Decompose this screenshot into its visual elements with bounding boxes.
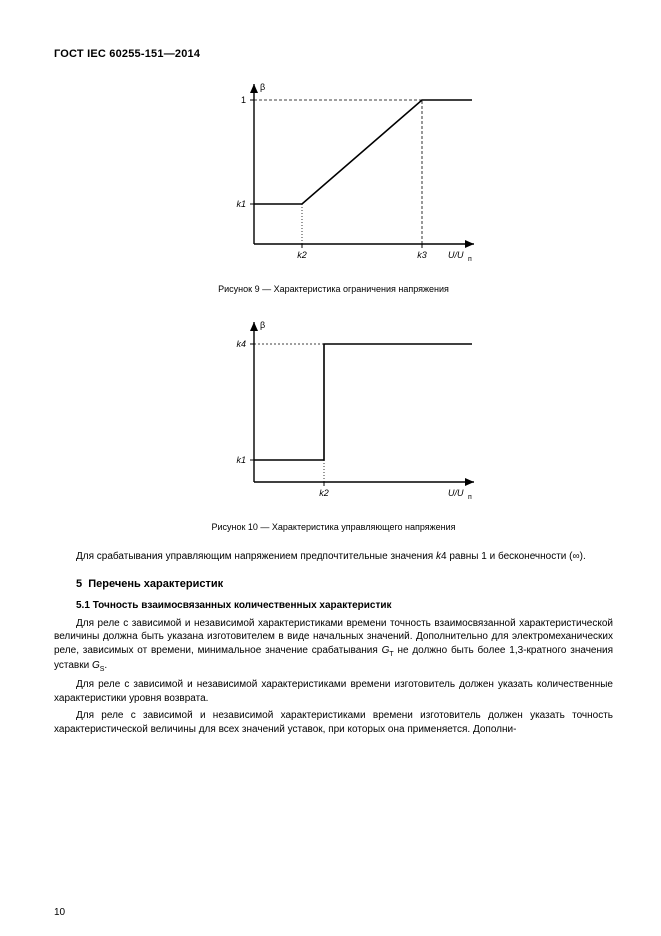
- svg-text:1: 1: [240, 95, 245, 105]
- figure-9-chart: 1 k1 k2 k3 β U/U п: [184, 74, 484, 274]
- document-header: ГОСТ IEC 60255-151—2014: [54, 48, 613, 60]
- paragraph-5-1-a: Для реле с зависимой и независимой харак…: [54, 617, 613, 675]
- svg-text:β: β: [260, 82, 265, 92]
- paragraph-5-1-b: Для реле с зависимой и независимой харак…: [54, 678, 613, 705]
- figure-10: k4 k1 k2 β U/U п: [54, 312, 613, 512]
- svg-text:k2: k2: [297, 250, 307, 260]
- svg-text:k1: k1: [236, 455, 246, 465]
- svg-text:k3: k3: [417, 250, 427, 260]
- section-5-heading: 5 Перечень характеристик: [76, 578, 613, 590]
- page: ГОСТ IEC 60255-151—2014 1 k1 k2 k3 β U/U п Рис…: [0, 0, 661, 936]
- svg-text:β: β: [260, 320, 265, 330]
- svg-text:п: п: [468, 494, 472, 501]
- figure-9-caption: Рисунок 9 — Характеристика ограничения н…: [54, 284, 613, 294]
- section-number: 5: [76, 578, 82, 590]
- figure-10-caption: Рисунок 10 — Характеристика управляющего…: [54, 522, 613, 532]
- text-run-italic: G: [92, 660, 100, 671]
- svg-text:k1: k1: [236, 199, 246, 209]
- text-run: .: [104, 660, 107, 671]
- paragraph-k4-note: Для срабатывания управляющим напряжением…: [54, 550, 613, 564]
- subsection-title: Точность взаимосвязанных количественных …: [93, 600, 392, 611]
- figure-9: 1 k1 k2 k3 β U/U п: [54, 74, 613, 274]
- svg-text:k4: k4: [236, 339, 246, 349]
- infinity-symbol: ∞: [573, 551, 580, 562]
- svg-text:k2: k2: [319, 488, 329, 498]
- paragraph-5-1-c: Для реле с зависимой и независимой харак…: [54, 709, 613, 736]
- subsection-5-1-heading: 5.1 Точность взаимосвязанных количествен…: [76, 600, 613, 611]
- text-run: Для срабатывания управляющим напряжением…: [76, 551, 436, 562]
- figure-10-chart: k4 k1 k2 β U/U п: [184, 312, 484, 512]
- svg-text:U/U: U/U: [448, 488, 464, 498]
- text-run: ).: [580, 551, 586, 562]
- text-run: равны 1 и беско­нечности (: [447, 551, 573, 562]
- page-number: 10: [54, 907, 65, 918]
- section-title: Перечень характеристик: [88, 578, 223, 590]
- svg-text:п: п: [468, 256, 472, 263]
- svg-text:U/U: U/U: [448, 250, 464, 260]
- subsection-number: 5.1: [76, 600, 90, 611]
